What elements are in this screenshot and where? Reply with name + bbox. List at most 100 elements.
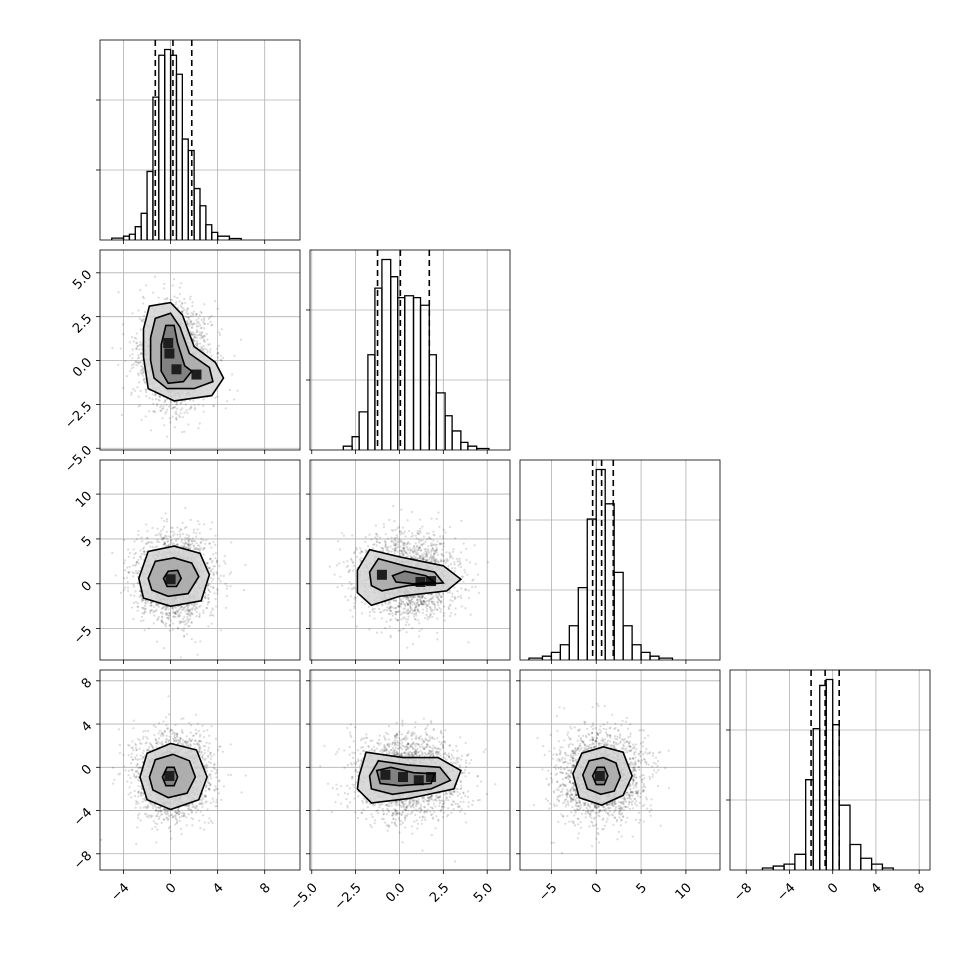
scatter-point	[149, 545, 152, 548]
scatter-point	[136, 606, 139, 609]
scatter-point	[215, 560, 219, 563]
scatter-point	[165, 535, 168, 538]
scatter-point	[217, 344, 220, 347]
scatter-point	[160, 611, 163, 614]
scatter-point	[212, 586, 215, 589]
scatter-point	[396, 604, 399, 608]
scatter-point	[175, 401, 178, 404]
scatter-point	[374, 524, 377, 527]
scatter-point	[195, 605, 198, 609]
scatter-point	[203, 327, 206, 330]
scatter-point	[367, 605, 370, 608]
scatter-point	[202, 553, 205, 556]
scatter-point	[220, 359, 223, 362]
histogram-bin	[649, 655, 660, 660]
scatter-point	[236, 389, 239, 392]
histogram-bin	[381, 258, 392, 450]
scatter-point	[439, 600, 442, 603]
scatter-point	[194, 343, 197, 346]
histogram-bin	[128, 233, 136, 240]
scatter-point	[202, 548, 205, 551]
scatter-point	[189, 543, 192, 546]
scatter-point	[187, 543, 190, 546]
scatter-point	[199, 347, 202, 351]
scatter-point	[194, 641, 197, 644]
scatter-point	[232, 398, 235, 401]
scatter-point	[400, 600, 403, 603]
panel-frame	[99, 249, 301, 451]
scatter-point	[347, 571, 350, 574]
scatter-point	[183, 634, 186, 638]
scatter-point	[199, 541, 202, 544]
scatter-point	[171, 543, 174, 546]
scatter-point	[190, 621, 193, 624]
scatter-point	[207, 596, 210, 600]
scatter-point	[202, 611, 205, 614]
scatter-point	[167, 539, 170, 542]
scatter-point	[188, 609, 191, 612]
scatter-point	[166, 518, 169, 521]
scatter-point	[143, 608, 146, 611]
scatter-point	[211, 559, 214, 563]
scatter-point	[192, 539, 195, 543]
scatter-point	[111, 347, 114, 350]
scatter-point	[186, 604, 189, 607]
scatter-point	[216, 589, 219, 592]
scatter-point	[166, 612, 169, 615]
scatter-point	[189, 547, 192, 551]
scatter-point	[178, 620, 181, 623]
scatter-point	[219, 580, 222, 583]
scatter-point	[161, 619, 164, 623]
scatter-point	[200, 537, 203, 541]
scatter-point	[211, 521, 214, 524]
scatter-point	[168, 543, 171, 546]
histogram-bin	[397, 296, 406, 450]
scatter-point	[159, 406, 162, 409]
scatter-point	[208, 316, 211, 319]
scatter-point	[186, 609, 189, 612]
scatter-point	[175, 403, 179, 406]
scatter-point	[139, 328, 142, 331]
scatter-point	[135, 347, 138, 350]
scatter-point	[136, 560, 139, 564]
scatter-point	[145, 284, 148, 287]
scatter-point	[141, 371, 145, 374]
scatter-point	[196, 548, 200, 551]
histogram-bin	[134, 226, 142, 240]
scatter-point	[194, 406, 197, 409]
scatter-point	[219, 574, 222, 577]
scatter-point	[164, 399, 167, 403]
scatter-point	[193, 332, 196, 336]
scatter-point	[142, 619, 145, 622]
scatter-point	[215, 572, 219, 575]
scatter-point	[141, 612, 144, 615]
scatter-point	[177, 306, 180, 309]
scatter-point	[123, 586, 127, 589]
scatter-point	[132, 363, 135, 366]
scatter-point	[207, 317, 210, 320]
scatter-point	[174, 538, 177, 541]
scatter-point	[159, 409, 163, 412]
scatter-point	[208, 583, 211, 586]
histogram-bin	[404, 295, 415, 450]
histogram-bin	[451, 430, 462, 450]
scatter-point	[168, 624, 171, 627]
scatter-point	[175, 407, 179, 410]
histogram-bin	[794, 853, 807, 870]
scatter-point	[134, 361, 137, 364]
scatter-point	[141, 365, 144, 368]
scatter-point	[174, 611, 177, 614]
scatter-point	[126, 580, 129, 584]
scatter-point	[158, 395, 161, 398]
panel-2d-2-1	[306, 459, 511, 664]
histogram-bin	[476, 447, 490, 450]
histogram-bin	[419, 304, 430, 450]
scatter-point	[207, 567, 210, 570]
scatter-point	[216, 347, 219, 350]
scatter-point	[211, 607, 214, 610]
histogram-bin	[838, 804, 851, 870]
scatter-point	[413, 610, 416, 613]
scatter-point	[209, 585, 213, 588]
scatter-point	[138, 404, 142, 407]
scatter-point	[196, 528, 199, 531]
